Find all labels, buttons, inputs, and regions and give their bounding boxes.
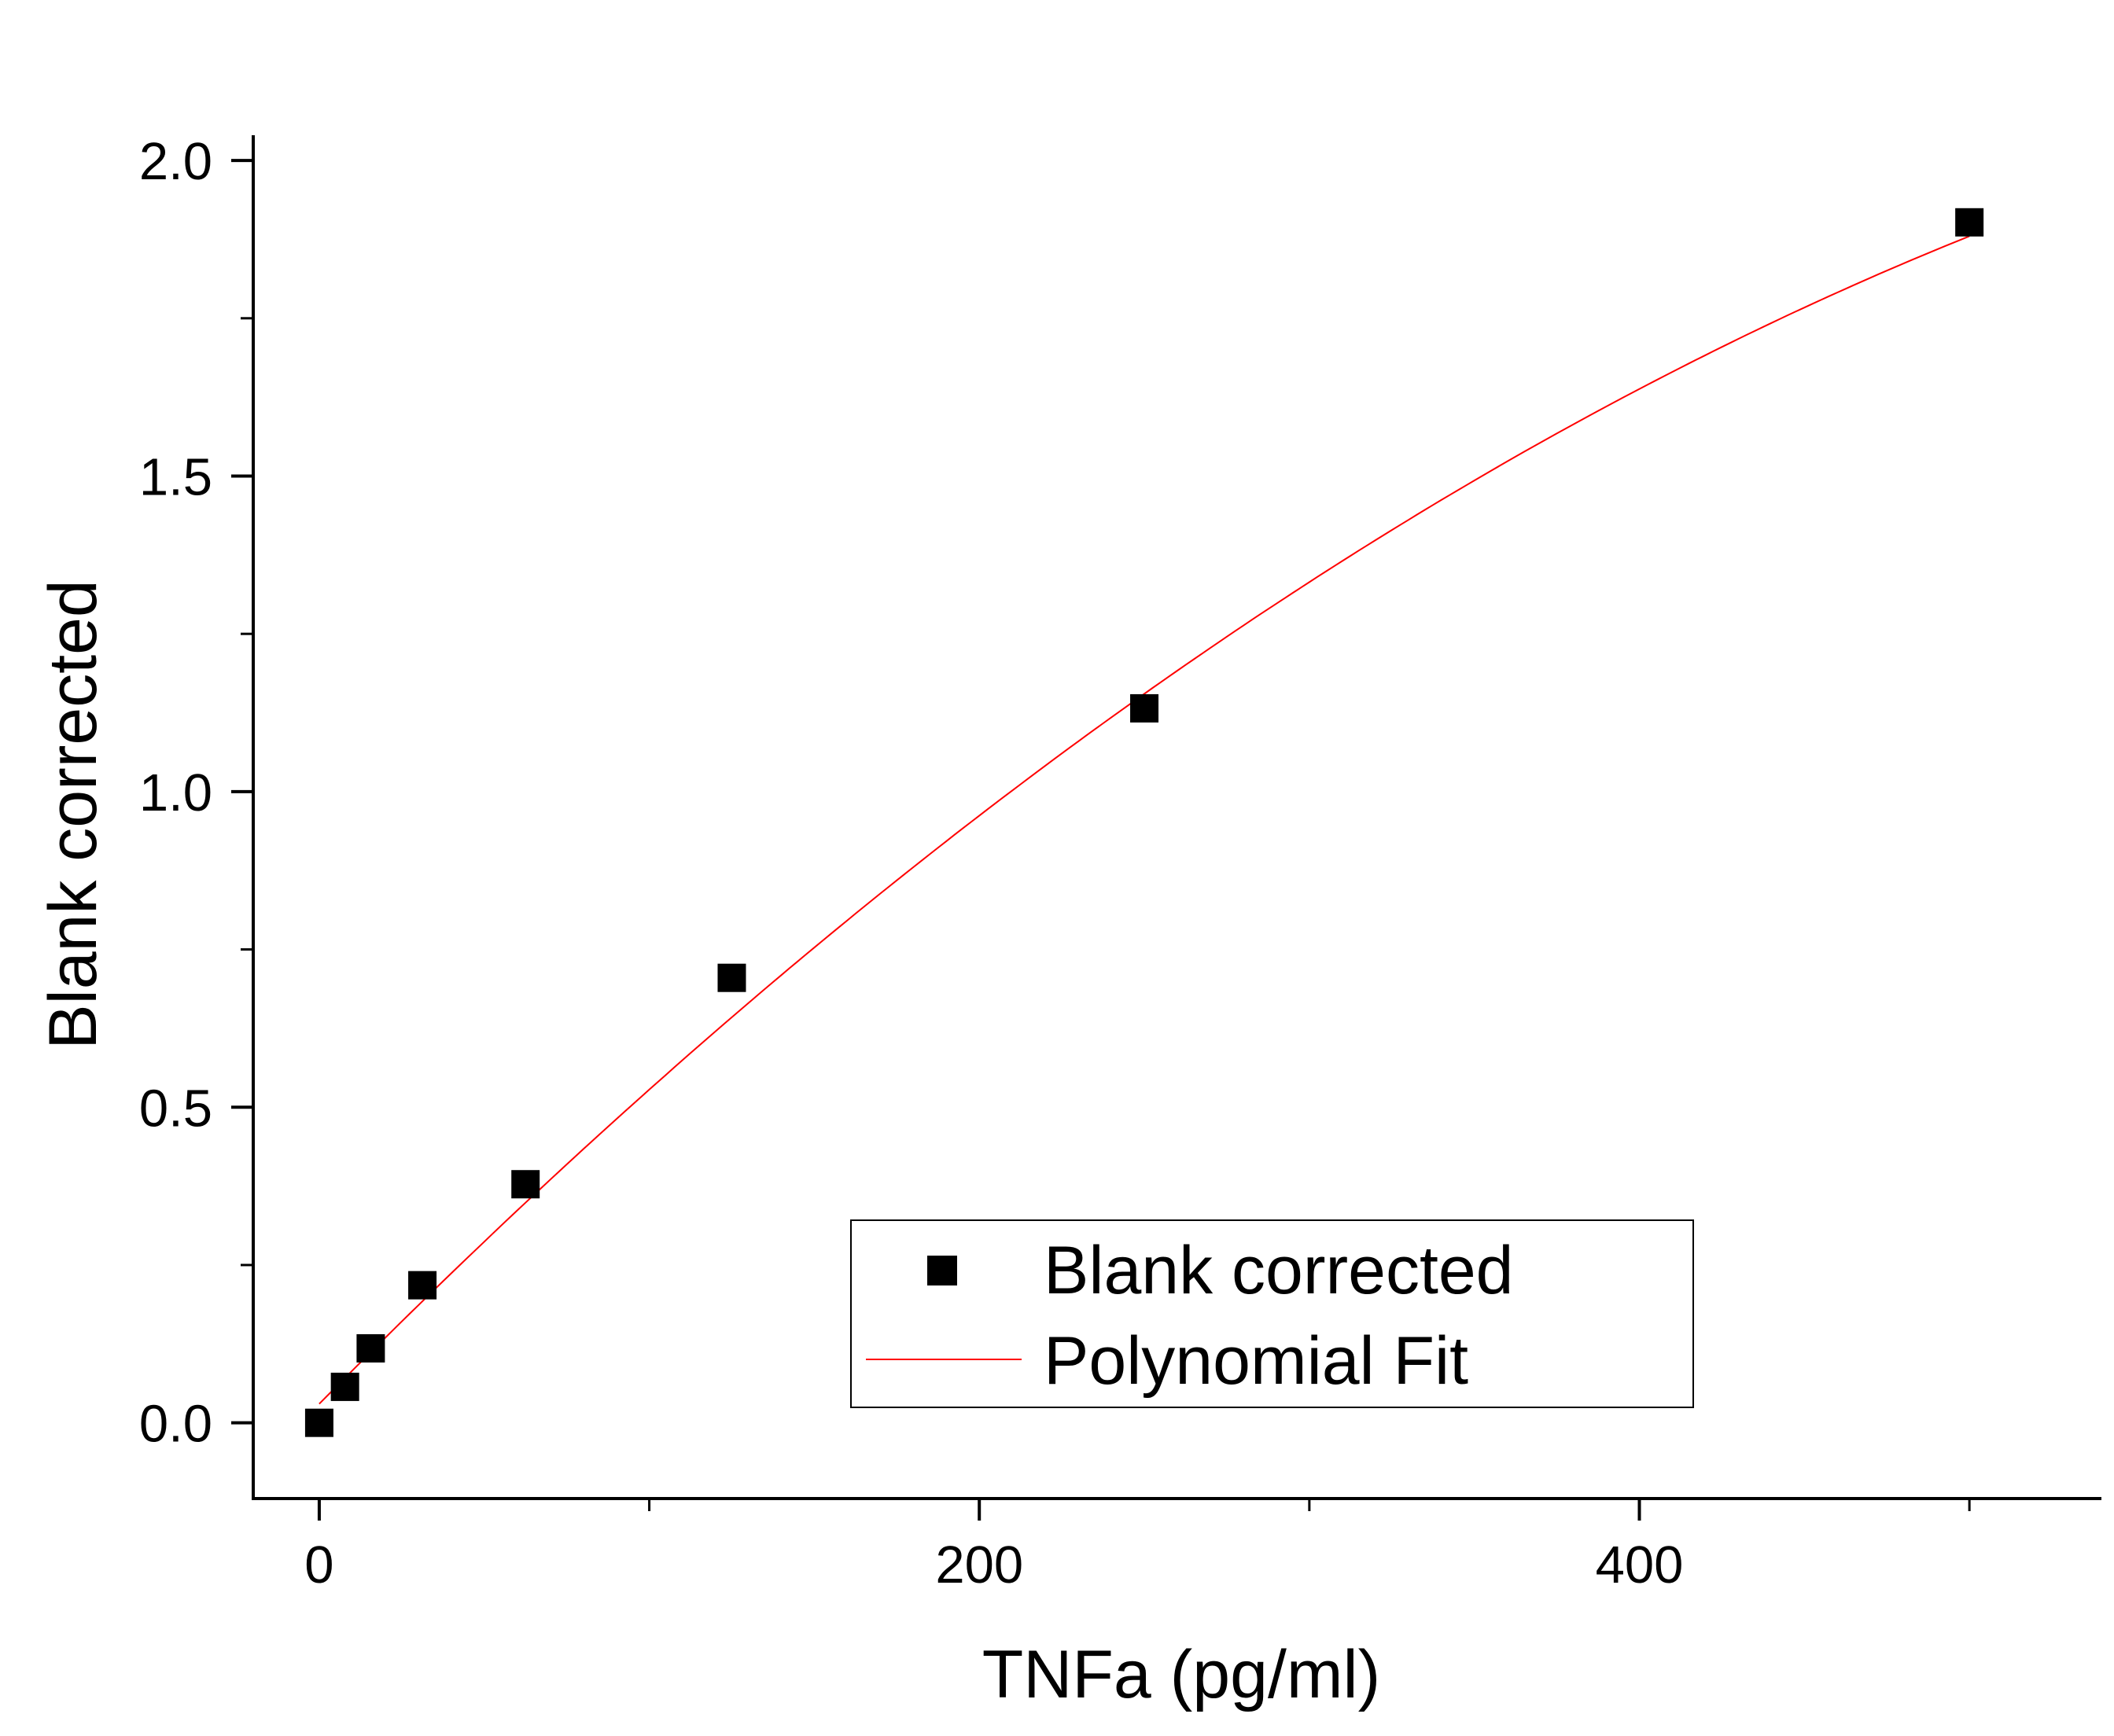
axes (252, 135, 2101, 1500)
legend-frame (850, 1219, 1694, 1408)
ticks-layer: 0.0 0.5 1.0 1.5 2.0 0 200 400 (139, 132, 1971, 1594)
data-point (1130, 693, 1159, 723)
legend-label-polynomial-fit: Polynomial Fit (1044, 1323, 1468, 1399)
y-tick-label: 1.5 (139, 448, 212, 507)
points-layer (304, 208, 1984, 1437)
legend: Blank corrected Polynomial Fit (850, 1219, 1694, 1408)
x-axis-title: TNFa (pg/ml) (982, 1637, 1380, 1712)
data-point (408, 1271, 437, 1300)
x-tick-label: 400 (1596, 1536, 1684, 1594)
legend-marker-square (927, 1256, 957, 1285)
fit-layer (319, 235, 1970, 1405)
x-tick-label: 0 (304, 1536, 333, 1594)
y-tick-label: 0.5 (139, 1079, 212, 1138)
data-point (356, 1333, 385, 1363)
data-point (304, 1408, 333, 1437)
y-axis-title: Blank corrected (35, 579, 111, 1050)
y-tick-label: 2.0 (139, 132, 212, 191)
data-point (511, 1170, 540, 1199)
fit-curve (319, 235, 1970, 1405)
y-tick-label: 0.0 (139, 1395, 212, 1454)
data-point (717, 963, 746, 992)
data-point (330, 1372, 359, 1401)
data-point (1955, 208, 1984, 237)
legend-label-blank-corrected: Blank corrected (1044, 1233, 1514, 1308)
x-tick-label: 200 (935, 1536, 1023, 1594)
y-tick-label: 1.0 (139, 763, 212, 822)
